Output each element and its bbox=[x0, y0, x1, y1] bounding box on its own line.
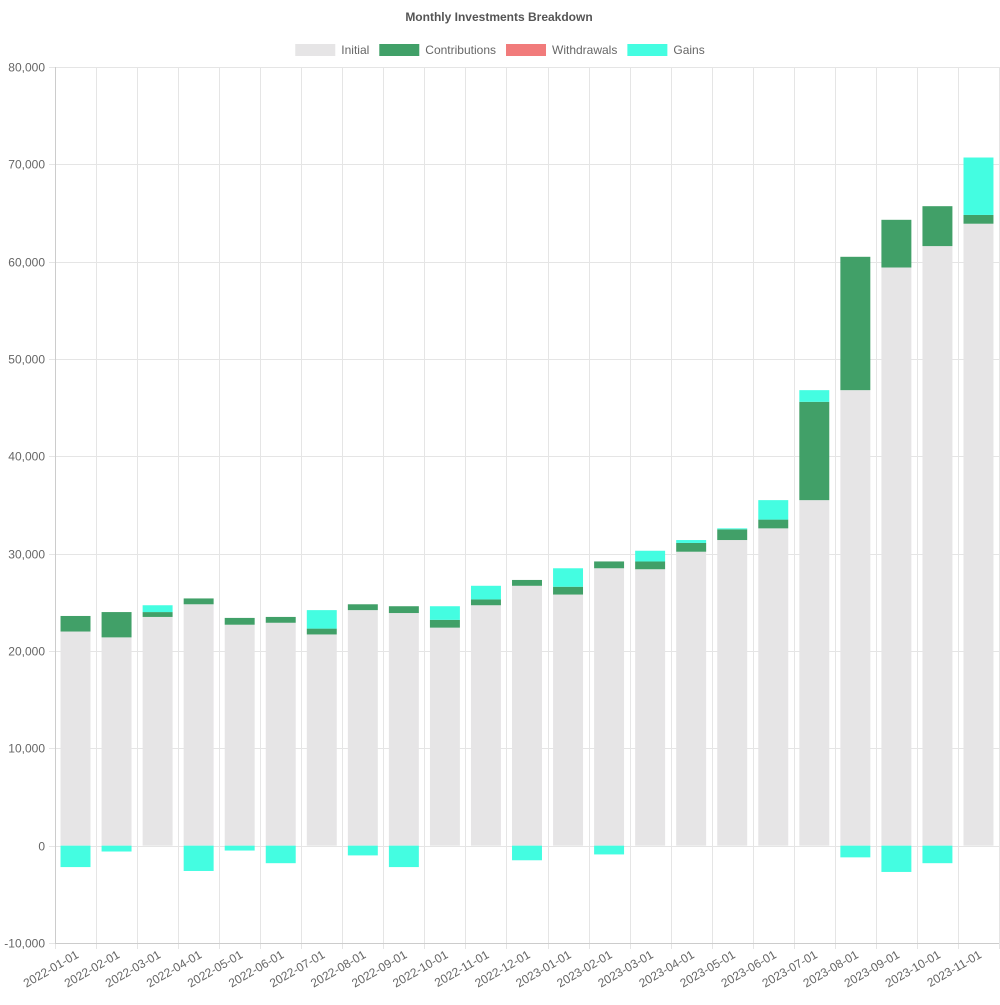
bar-contributions-2022-01-01[interactable] bbox=[60, 615, 91, 632]
bar-gains-2022-12-01[interactable] bbox=[512, 845, 542, 861]
bar-contributions-2022-12-01[interactable] bbox=[512, 579, 542, 586]
y-tick-label: 0 bbox=[38, 840, 45, 854]
bar-gains-2022-07-01[interactable] bbox=[306, 610, 337, 629]
legend-swatch bbox=[295, 44, 336, 56]
bar-gains-2023-09-01[interactable] bbox=[881, 845, 912, 872]
bar-initial-2023-05-01[interactable] bbox=[717, 540, 748, 846]
y-tick-label: 20,000 bbox=[8, 645, 45, 659]
bar-gains-2022-02-01[interactable] bbox=[101, 845, 132, 852]
legend: Initial Contributions Withdrawals Gains bbox=[295, 43, 705, 57]
y-tick-label: 30,000 bbox=[8, 548, 45, 562]
bar-contributions-2023-01-01[interactable] bbox=[553, 586, 584, 595]
bar-contributions-2023-11-01[interactable] bbox=[963, 214, 994, 224]
legend-swatch bbox=[506, 44, 547, 56]
bar-gains-2022-01-01[interactable] bbox=[60, 845, 91, 868]
bar-initial-2023-02-01[interactable] bbox=[594, 568, 625, 846]
legend-item-initial[interactable]: Initial bbox=[295, 43, 369, 57]
y-tick-label: 10,000 bbox=[8, 742, 45, 756]
bar-contributions-2023-09-01[interactable] bbox=[881, 219, 912, 268]
bar-initial-2022-02-01[interactable] bbox=[101, 637, 132, 846]
bar-initial-2023-09-01[interactable] bbox=[881, 267, 912, 846]
bar-initial-2023-01-01[interactable] bbox=[553, 594, 584, 846]
bar-initial-2022-04-01[interactable] bbox=[183, 604, 214, 846]
bar-contributions-2023-08-01[interactable] bbox=[840, 256, 871, 391]
bar-gains-2023-01-01[interactable] bbox=[553, 568, 584, 587]
bar-gains-2022-03-01[interactable] bbox=[142, 605, 173, 613]
y-tick-label: 40,000 bbox=[8, 450, 45, 464]
bar-initial-2022-11-01[interactable] bbox=[470, 605, 501, 846]
grid-layer bbox=[49, 67, 1000, 949]
bar-contributions-2023-03-01[interactable] bbox=[635, 561, 666, 570]
bar-gains-2023-08-01[interactable] bbox=[840, 845, 871, 858]
bar-contributions-2023-02-01[interactable] bbox=[594, 561, 625, 569]
bar-contributions-2022-02-01[interactable] bbox=[101, 612, 132, 638]
legend-swatch bbox=[627, 44, 668, 56]
bar-gains-2022-06-01[interactable] bbox=[265, 845, 296, 864]
bar-initial-2022-10-01[interactable] bbox=[429, 627, 460, 846]
bar-gains-2022-10-01[interactable] bbox=[429, 606, 460, 620]
bar-gains-2023-10-01[interactable] bbox=[922, 845, 953, 864]
y-tick-label: 70,000 bbox=[8, 158, 45, 172]
bar-contributions-2023-04-01[interactable] bbox=[676, 542, 707, 552]
bar-initial-2023-06-01[interactable] bbox=[758, 528, 789, 846]
bar-gains-2023-07-01[interactable] bbox=[799, 390, 830, 402]
legend-label: Contributions bbox=[425, 43, 496, 57]
bar-initial-2022-03-01[interactable] bbox=[142, 616, 173, 846]
bar-contributions-2022-04-01[interactable] bbox=[183, 598, 214, 605]
bar-initial-2022-12-01[interactable] bbox=[512, 585, 542, 846]
bars-layer bbox=[60, 157, 994, 872]
bar-gains-2022-09-01[interactable] bbox=[388, 845, 419, 868]
chart-title: Monthly Investments Breakdown bbox=[405, 10, 592, 24]
bar-contributions-2023-10-01[interactable] bbox=[922, 206, 953, 247]
legend-item-gains[interactable]: Gains bbox=[627, 43, 705, 57]
bar-initial-2023-11-01[interactable] bbox=[963, 223, 994, 846]
y-tick-label: -10,000 bbox=[4, 937, 45, 951]
bar-contributions-2022-08-01[interactable] bbox=[347, 604, 378, 611]
bar-initial-2022-08-01[interactable] bbox=[347, 610, 378, 846]
bar-gains-2023-03-01[interactable] bbox=[635, 550, 666, 562]
legend-label: Initial bbox=[341, 43, 369, 57]
bar-initial-2023-07-01[interactable] bbox=[799, 500, 830, 846]
legend-item-withdrawals[interactable]: Withdrawals bbox=[506, 43, 617, 57]
legend-item-contributions[interactable]: Contributions bbox=[379, 43, 496, 57]
bar-contributions-2023-05-01[interactable] bbox=[717, 529, 748, 541]
bar-initial-2023-10-01[interactable] bbox=[922, 246, 953, 846]
bar-gains-2023-02-01[interactable] bbox=[594, 845, 625, 855]
legend-swatch bbox=[379, 44, 420, 56]
bar-gains-2022-11-01[interactable] bbox=[470, 585, 501, 600]
bar-gains-2023-11-01[interactable] bbox=[963, 157, 994, 215]
bar-contributions-2022-07-01[interactable] bbox=[306, 628, 337, 635]
y-tick-label: 50,000 bbox=[8, 353, 45, 367]
bar-gains-2023-05-01[interactable] bbox=[717, 528, 748, 530]
bar-initial-2022-05-01[interactable] bbox=[224, 624, 255, 846]
bar-initial-2023-08-01[interactable] bbox=[840, 390, 871, 846]
bar-initial-2023-03-01[interactable] bbox=[635, 569, 666, 846]
bar-initial-2022-01-01[interactable] bbox=[60, 631, 91, 846]
bar-contributions-2022-11-01[interactable] bbox=[470, 599, 501, 606]
y-tick-label: 60,000 bbox=[8, 256, 45, 270]
bar-initial-2023-04-01[interactable] bbox=[676, 551, 707, 846]
bar-initial-2022-07-01[interactable] bbox=[306, 634, 337, 846]
bar-contributions-2022-10-01[interactable] bbox=[429, 619, 460, 628]
bar-gains-2022-08-01[interactable] bbox=[347, 845, 378, 856]
bar-gains-2023-04-01[interactable] bbox=[676, 540, 707, 543]
bar-contributions-2022-05-01[interactable] bbox=[224, 617, 255, 625]
y-tick-label: 80,000 bbox=[8, 61, 45, 75]
bar-contributions-2022-06-01[interactable] bbox=[265, 616, 296, 623]
bar-gains-2022-05-01[interactable] bbox=[224, 845, 255, 851]
bar-initial-2022-06-01[interactable] bbox=[265, 622, 296, 846]
legend-label: Withdrawals bbox=[552, 43, 617, 57]
bar-initial-2022-09-01[interactable] bbox=[388, 613, 419, 846]
bar-contributions-2023-06-01[interactable] bbox=[758, 519, 789, 529]
bar-contributions-2023-07-01[interactable] bbox=[799, 401, 830, 501]
bar-gains-2023-06-01[interactable] bbox=[758, 500, 789, 520]
bar-gains-2022-04-01[interactable] bbox=[183, 845, 214, 871]
bar-contributions-2022-09-01[interactable] bbox=[388, 606, 419, 614]
legend-label: Gains bbox=[673, 43, 704, 57]
bar-contributions-2022-03-01[interactable] bbox=[142, 612, 173, 617]
